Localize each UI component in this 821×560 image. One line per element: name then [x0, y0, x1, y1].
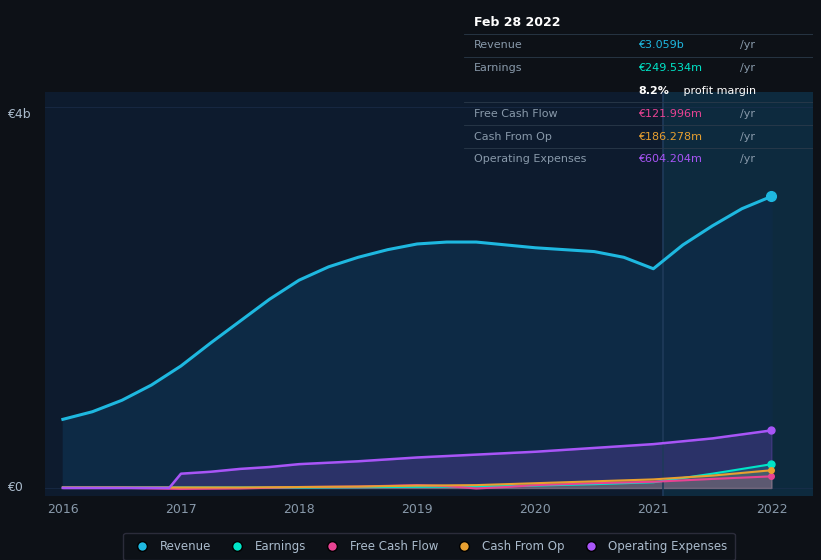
Text: 8.2%: 8.2%: [639, 86, 669, 96]
Text: /yr: /yr: [740, 63, 754, 73]
Text: /yr: /yr: [740, 40, 754, 50]
Text: Cash From Op: Cash From Op: [475, 132, 553, 142]
Text: /yr: /yr: [740, 155, 754, 165]
Text: €249.534m: €249.534m: [639, 63, 702, 73]
Text: €186.278m: €186.278m: [639, 132, 702, 142]
Text: profit margin: profit margin: [680, 86, 756, 96]
Text: Operating Expenses: Operating Expenses: [475, 155, 587, 165]
Text: Free Cash Flow: Free Cash Flow: [475, 109, 558, 119]
Text: Revenue: Revenue: [475, 40, 523, 50]
Bar: [663, 92, 813, 496]
Text: €3.059b: €3.059b: [639, 40, 684, 50]
Text: Feb 28 2022: Feb 28 2022: [475, 16, 561, 29]
Text: €0: €0: [7, 482, 22, 494]
Text: /yr: /yr: [740, 109, 754, 119]
Text: €4b: €4b: [7, 108, 30, 121]
Text: Earnings: Earnings: [475, 63, 523, 73]
Text: €604.204m: €604.204m: [639, 155, 702, 165]
Legend: Revenue, Earnings, Free Cash Flow, Cash From Op, Operating Expenses: Revenue, Earnings, Free Cash Flow, Cash …: [123, 533, 735, 560]
Text: €121.996m: €121.996m: [639, 109, 702, 119]
Text: /yr: /yr: [740, 132, 754, 142]
